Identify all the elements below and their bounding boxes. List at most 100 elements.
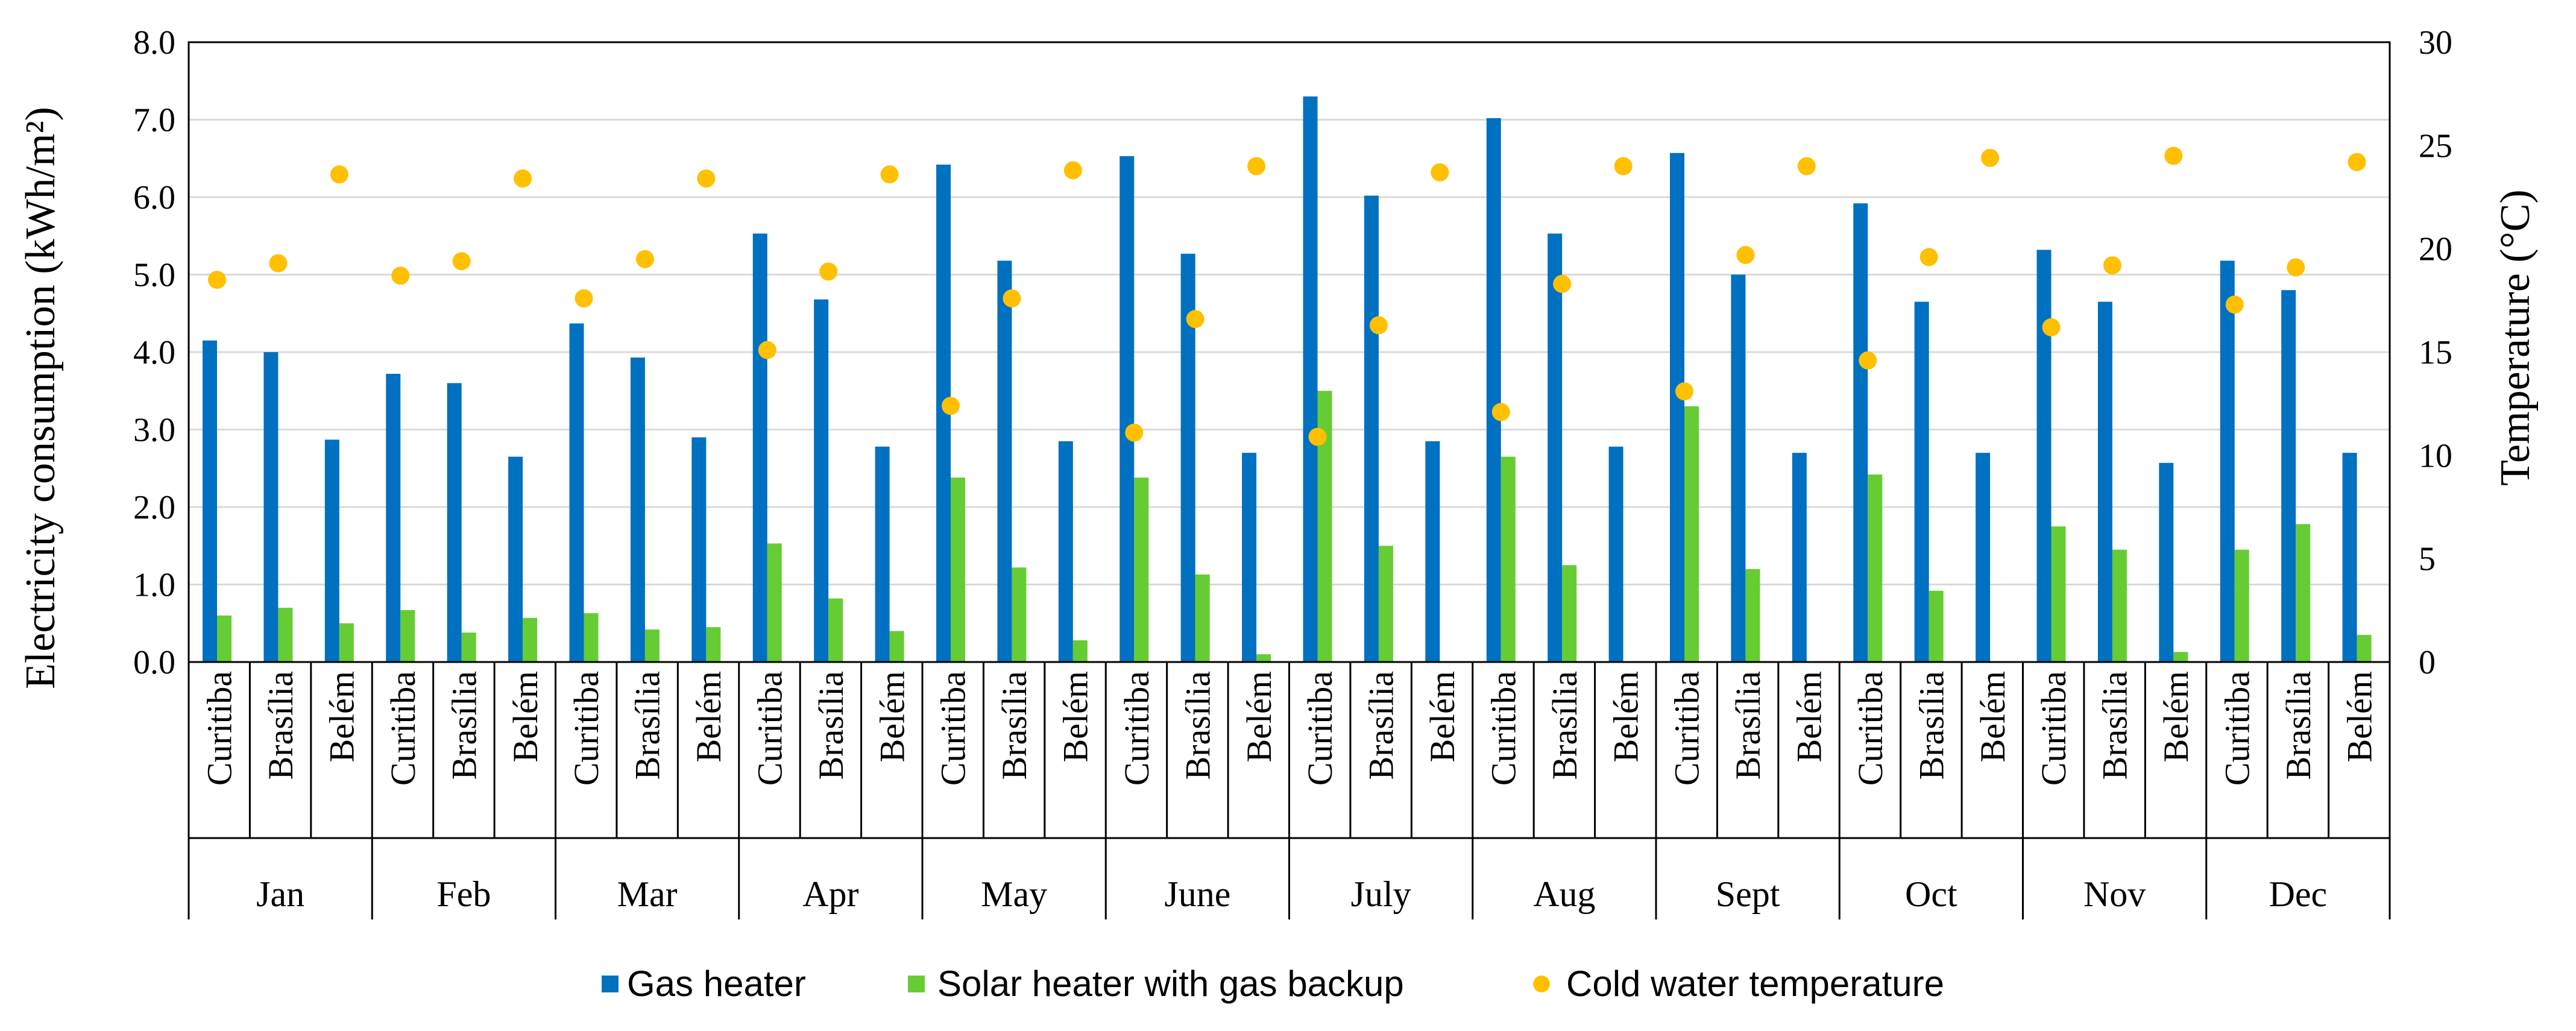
point-cold-water-temp — [697, 169, 716, 188]
bar-solar-heater — [706, 627, 721, 662]
city-label: Curitiba — [200, 671, 239, 786]
bar-solar-heater — [278, 608, 293, 662]
bar-gas-heater — [508, 456, 523, 662]
point-cold-water-temp — [1675, 382, 1693, 401]
bar-gas-heater — [2281, 290, 2296, 662]
city-label: Brasília — [444, 671, 483, 780]
city-label: Brasília — [1912, 671, 1951, 780]
point-cold-water-temp — [208, 271, 226, 289]
y2-tick-label: 10 — [2419, 437, 2452, 475]
point-cold-water-temp — [1003, 289, 1021, 307]
y-tick-label: 1.0 — [133, 567, 175, 604]
point-cold-water-temp — [2164, 147, 2183, 165]
y-tick-label: 4.0 — [133, 334, 175, 371]
bar-solar-heater — [584, 613, 599, 662]
bar-solar-heater — [2173, 652, 2188, 662]
bar-solar-heater — [767, 543, 782, 662]
city-label: Brasília — [261, 671, 300, 780]
bar-solar-heater — [523, 617, 538, 662]
point-cold-water-temp — [269, 254, 288, 273]
point-cold-water-temp — [391, 266, 410, 285]
bar-gas-heater — [1608, 446, 1623, 662]
bar-gas-heater — [1364, 195, 1379, 662]
y2-tick-label: 0 — [2419, 644, 2436, 681]
point-cold-water-temp — [1308, 427, 1327, 446]
bar-gas-heater — [447, 383, 462, 662]
city-label: Curitiba — [2034, 671, 2073, 786]
point-cold-water-temp — [1186, 310, 1205, 329]
point-cold-water-temp — [1553, 274, 1572, 293]
city-label: Belém — [1973, 671, 2012, 762]
bar-gas-heater — [263, 352, 279, 662]
bar-solar-heater — [1256, 654, 1271, 662]
bar-gas-heater — [1303, 96, 1318, 662]
point-cold-water-temp — [452, 252, 471, 271]
y-tick-label: 7.0 — [133, 102, 175, 139]
month-label: July — [1351, 874, 1411, 914]
point-cold-water-temp — [1369, 316, 1388, 335]
legend-label-gas-heater: Gas heater — [627, 963, 806, 1004]
bar-gas-heater — [2342, 453, 2357, 662]
point-cold-water-temp — [1431, 163, 1449, 181]
bar-gas-heater — [386, 373, 401, 662]
bar-solar-heater — [1929, 590, 1944, 662]
bar-solar-heater — [1745, 569, 1760, 662]
city-label: Curitiba — [750, 671, 789, 786]
city-label: Curitiba — [2217, 671, 2256, 786]
bar-gas-heater — [1120, 156, 1135, 662]
bar-solar-heater — [951, 478, 965, 662]
city-label: Belém — [1423, 671, 1462, 762]
point-cold-water-temp — [1125, 423, 1144, 442]
point-cold-water-temp — [635, 250, 654, 268]
city-label: Curitiba — [1851, 671, 1890, 786]
legend-label-cold-water: Cold water temperature — [1566, 963, 1944, 1004]
city-label: Belém — [1606, 671, 1645, 762]
month-label: June — [1164, 874, 1230, 914]
bar-gas-heater — [324, 440, 339, 662]
bar-solar-heater — [1378, 546, 1393, 662]
city-label: Curitiba — [934, 671, 973, 786]
bar-gas-heater — [203, 340, 217, 662]
point-cold-water-temp — [575, 289, 593, 307]
bar-solar-heater — [2234, 549, 2249, 662]
point-cold-water-temp — [2225, 295, 2244, 314]
bar-gas-heater — [752, 233, 767, 662]
bar-solar-heater — [889, 631, 904, 662]
city-label: Belém — [1790, 671, 1829, 762]
point-cold-water-temp — [514, 169, 532, 188]
y2-tick-label: 30 — [2419, 24, 2452, 61]
city-label: Belém — [1239, 671, 1279, 762]
bar-solar-heater — [339, 623, 354, 662]
point-cold-water-temp — [819, 262, 838, 281]
point-cold-water-temp — [1859, 351, 1877, 370]
bar-solar-heater — [2051, 526, 2066, 662]
bar-solar-heater — [828, 598, 843, 662]
legend-marker-cold-water — [1533, 976, 1550, 992]
city-label: Curitiba — [1300, 671, 1340, 786]
point-cold-water-temp — [2287, 258, 2305, 277]
bar-gas-heater — [1792, 453, 1807, 662]
bar-gas-heater — [2220, 260, 2235, 662]
month-label: Aug — [1533, 874, 1595, 914]
y-axis-title: Electricity consumption (kWh/m²) — [17, 107, 64, 689]
bar-gas-heater — [2159, 462, 2174, 662]
month-label: Sept — [1716, 874, 1780, 914]
y-tick-label: 0.0 — [133, 644, 175, 681]
bar-gas-heater — [630, 357, 645, 662]
point-cold-water-temp — [1247, 157, 1266, 175]
city-label: Belém — [2340, 671, 2379, 762]
point-cold-water-temp — [758, 341, 776, 359]
bar-solar-heater — [1195, 574, 1210, 662]
legend-swatch-gas-heater — [602, 976, 619, 992]
legend: Gas heater Solar heater with gas backup … — [602, 963, 1944, 1004]
city-label: Belém — [2156, 671, 2196, 762]
bar-gas-heater — [875, 446, 890, 662]
bar-gas-heater — [1242, 453, 1257, 662]
city-label: Brasília — [1728, 671, 1768, 780]
month-label: Oct — [1905, 874, 1957, 914]
bar-solar-heater — [1562, 565, 1577, 662]
bar-solar-heater — [644, 629, 660, 662]
bar-gas-heater — [2097, 301, 2112, 663]
point-cold-water-temp — [2348, 153, 2366, 171]
point-cold-water-temp — [1797, 157, 1816, 175]
